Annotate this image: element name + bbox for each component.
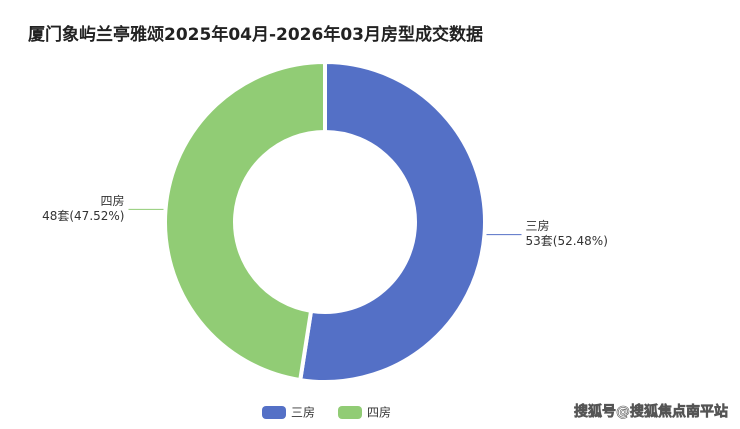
legend-label: 三房 [291, 405, 315, 420]
value-label: 48套(47.52%) [42, 209, 124, 223]
legend-swatch [338, 406, 362, 419]
slice-label: 四房 [100, 193, 124, 208]
slice-label: 三房 [526, 218, 550, 233]
slice [298, 60, 487, 384]
value-label: 53套(52.48%) [526, 234, 608, 248]
legend-swatch [262, 406, 286, 419]
slice [163, 60, 327, 383]
watermark: 搜狐号@搜狐焦点南平站 [574, 403, 728, 420]
chart-title: 厦门象屿兰亭雅颂2025年04月-2026年03月房型成交数据 [28, 24, 483, 45]
legend-label: 四房 [367, 405, 391, 420]
